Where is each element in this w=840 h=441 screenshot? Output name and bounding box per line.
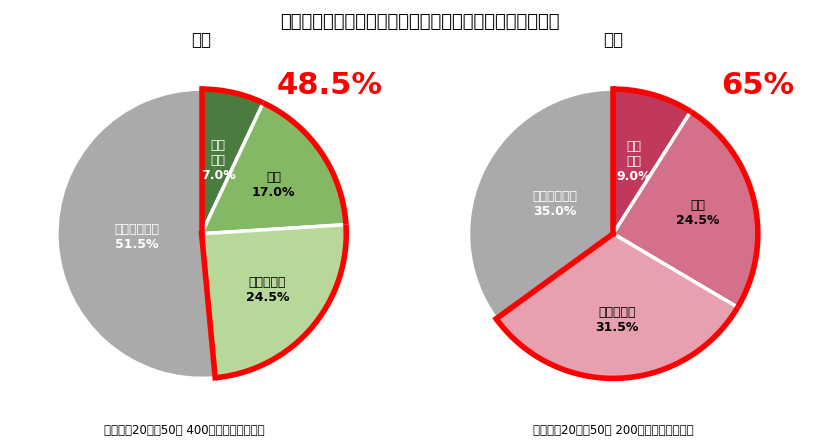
Text: 48.5%: 48.5% [276,71,382,100]
Text: たまにある
24.5%: たまにある 24.5% [246,276,289,304]
Wedge shape [202,224,346,378]
Text: 他の季節に比べ冬の便秘が辛いと感じたことはありますか: 他の季節に比べ冬の便秘が辛いと感じたことはありますか [281,13,559,31]
Text: 全国男女20代～50代 400名　（単一回答）: 全国男女20代～50代 400名 （単一回答） [104,424,265,437]
Text: ある
24.5%: ある 24.5% [676,199,719,228]
Text: まったくない
35.0%: まったくない 35.0% [533,190,578,218]
Wedge shape [613,89,690,234]
Text: よく
ある
7.0%: よく ある 7.0% [201,139,235,182]
Wedge shape [496,234,738,378]
Title: 全体: 全体 [192,30,212,49]
Wedge shape [202,103,346,234]
Title: 女性: 女性 [603,30,623,49]
Text: 全国女性20代～50代 200名　（単一回答）: 全国女性20代～50代 200名 （単一回答） [533,424,694,437]
Text: たまにある
31.5%: たまにある 31.5% [596,306,639,334]
Wedge shape [613,112,758,307]
Wedge shape [57,89,215,378]
Wedge shape [202,89,263,234]
Text: まったくない
51.5%: まったくない 51.5% [114,223,159,251]
Text: ある
17.0%: ある 17.0% [252,171,295,199]
Text: 65%: 65% [721,71,794,100]
Text: よく
ある
9.0%: よく ある 9.0% [617,140,652,183]
Wedge shape [469,89,613,319]
